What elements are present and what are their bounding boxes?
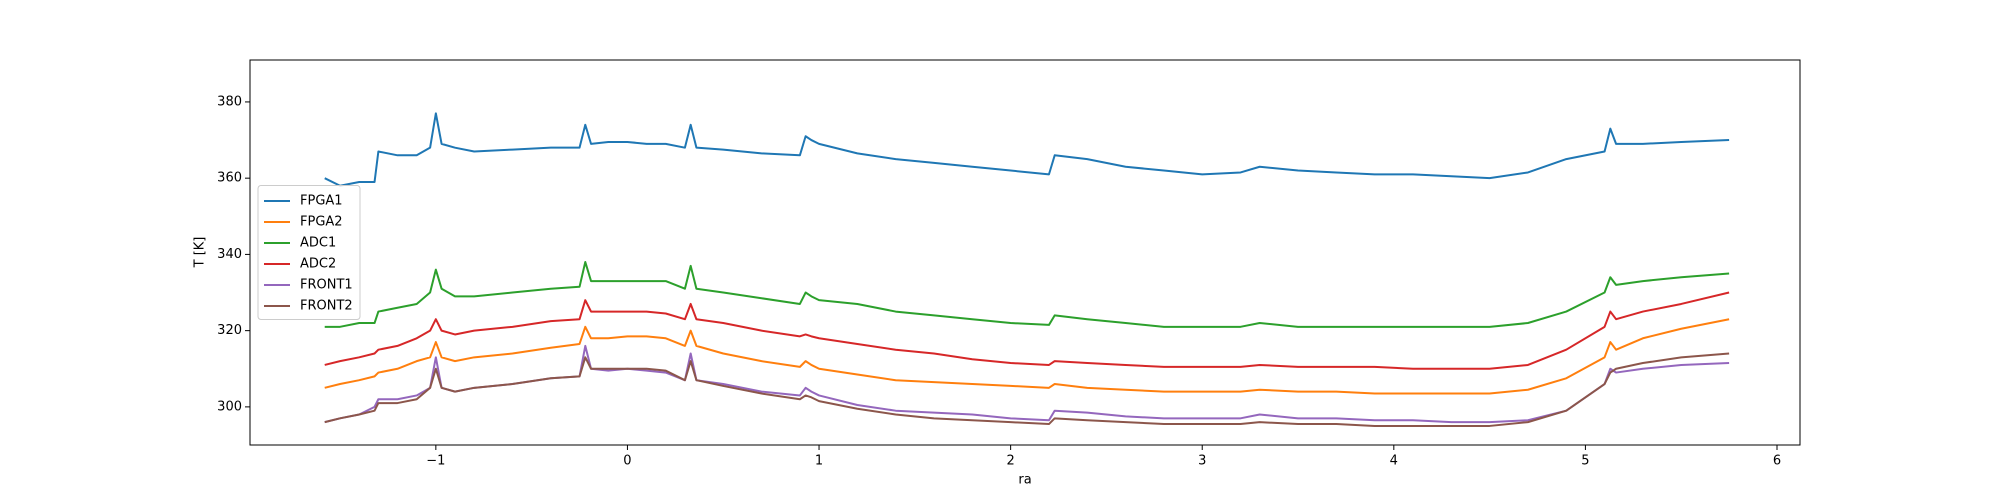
legend: FPGA1 FPGA2 ADC1 ADC2 FRONT1 FRONT2 xyxy=(257,185,361,320)
y-tick-label: 380 xyxy=(217,94,242,109)
series-line xyxy=(324,261,1730,328)
y-tick-label: 300 xyxy=(217,399,242,414)
series-line xyxy=(324,318,1730,395)
legend-label: ADC1 xyxy=(300,236,336,251)
y-axis-label: T [K] xyxy=(193,237,208,269)
x-axis-label: ra xyxy=(1018,473,1031,488)
series-line xyxy=(324,112,1730,187)
y-tick-label: 340 xyxy=(217,247,242,262)
x-tick-label: 4 xyxy=(1390,454,1398,469)
series-line xyxy=(324,291,1730,370)
legend-label: FRONT1 xyxy=(300,278,353,293)
series-line xyxy=(324,352,1730,427)
x-tick-label: −1 xyxy=(426,454,445,469)
legend-label: FRONT2 xyxy=(300,299,353,314)
y-tick-label: 360 xyxy=(217,171,242,186)
y-tick-label: 320 xyxy=(217,323,242,338)
x-tick-label: 1 xyxy=(815,454,823,469)
series-line xyxy=(324,344,1730,424)
x-tick-label: 2 xyxy=(1006,454,1014,469)
legend-label: ADC2 xyxy=(300,257,336,272)
axes-frame xyxy=(249,59,1801,446)
x-tick-label: 6 xyxy=(1773,454,1781,469)
x-tick-label: 5 xyxy=(1581,454,1589,469)
x-tick-label: 3 xyxy=(1198,454,1206,469)
legend-label: FPGA2 xyxy=(300,215,343,230)
x-tick-label: 0 xyxy=(623,454,631,469)
legend-label: FPGA1 xyxy=(300,194,343,209)
